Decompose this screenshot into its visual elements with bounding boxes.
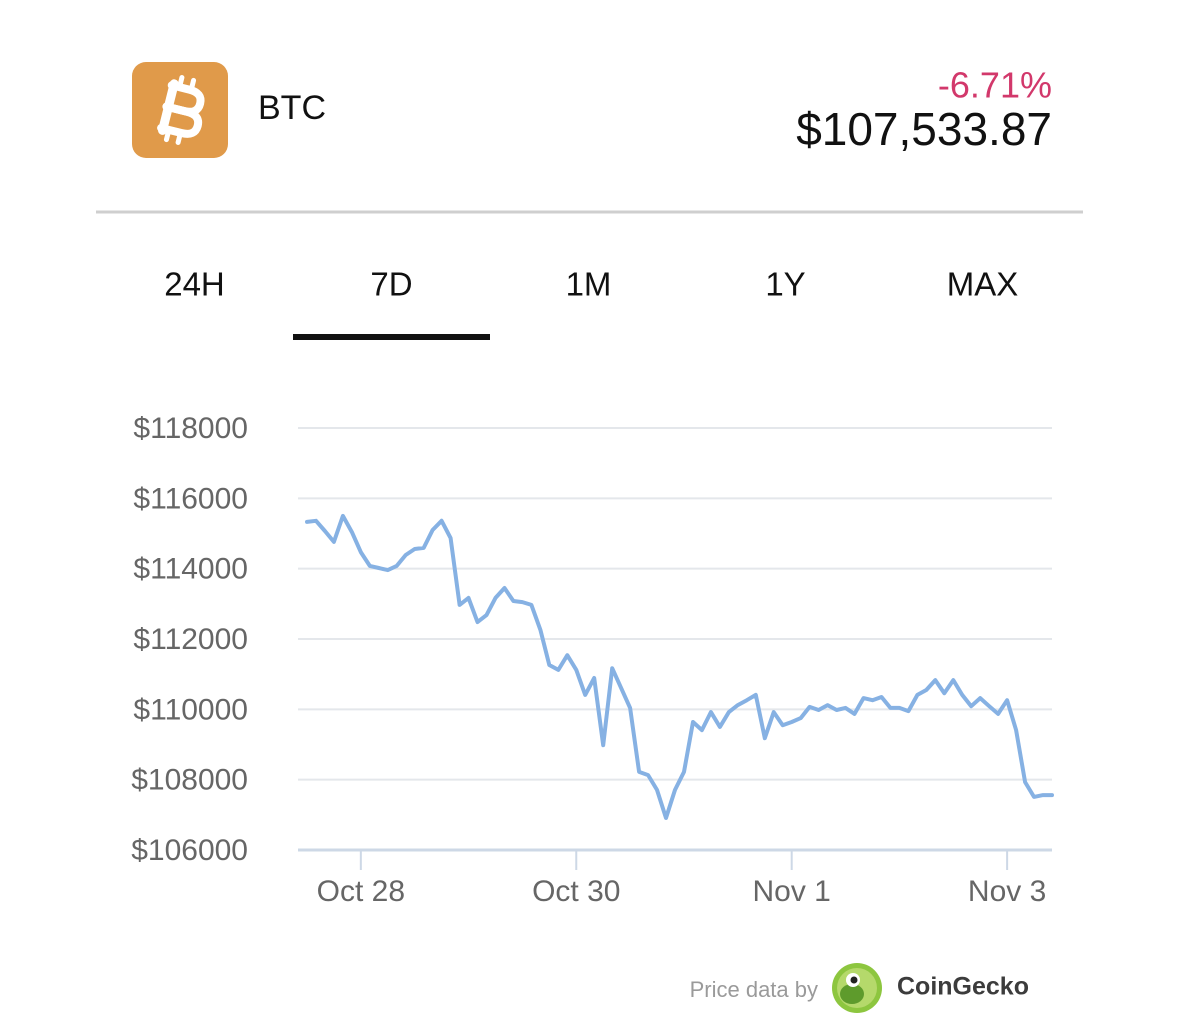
y-tick-label: $114000 <box>133 553 248 586</box>
gecko-logo <box>832 963 882 1013</box>
y-tick-label: $118000 <box>133 412 248 445</box>
y-tick-label: $108000 <box>131 764 248 797</box>
coin-symbol: BTC <box>258 89 326 127</box>
tab-label[interactable]: 7D <box>370 266 412 303</box>
brand-text[interactable]: CoinGecko <box>897 973 1029 1001</box>
tab-label[interactable]: 1M <box>566 266 612 303</box>
price-line <box>305 513 1054 820</box>
y-tick-label: $112000 <box>133 623 248 656</box>
y-tick-label: $106000 <box>131 834 248 867</box>
coin-icon <box>132 62 228 158</box>
x-tick-label: Oct 28 <box>317 875 405 908</box>
credit-text: Price data by <box>690 977 818 1002</box>
tab-label[interactable]: 24H <box>164 266 225 303</box>
x-tick-label: Nov 1 <box>753 875 831 908</box>
price-change: -6.71% <box>938 65 1052 106</box>
x-tick-label: Nov 3 <box>968 875 1046 908</box>
y-tick-label: $110000 <box>133 693 248 726</box>
price: $107,533.87 <box>796 103 1052 155</box>
y-tick-label: $116000 <box>133 482 248 515</box>
tab-label[interactable]: 1Y <box>765 266 805 303</box>
tab-underline <box>293 334 490 340</box>
tab-label[interactable]: MAX <box>947 266 1019 303</box>
x-tick-label: Oct 30 <box>532 875 620 908</box>
